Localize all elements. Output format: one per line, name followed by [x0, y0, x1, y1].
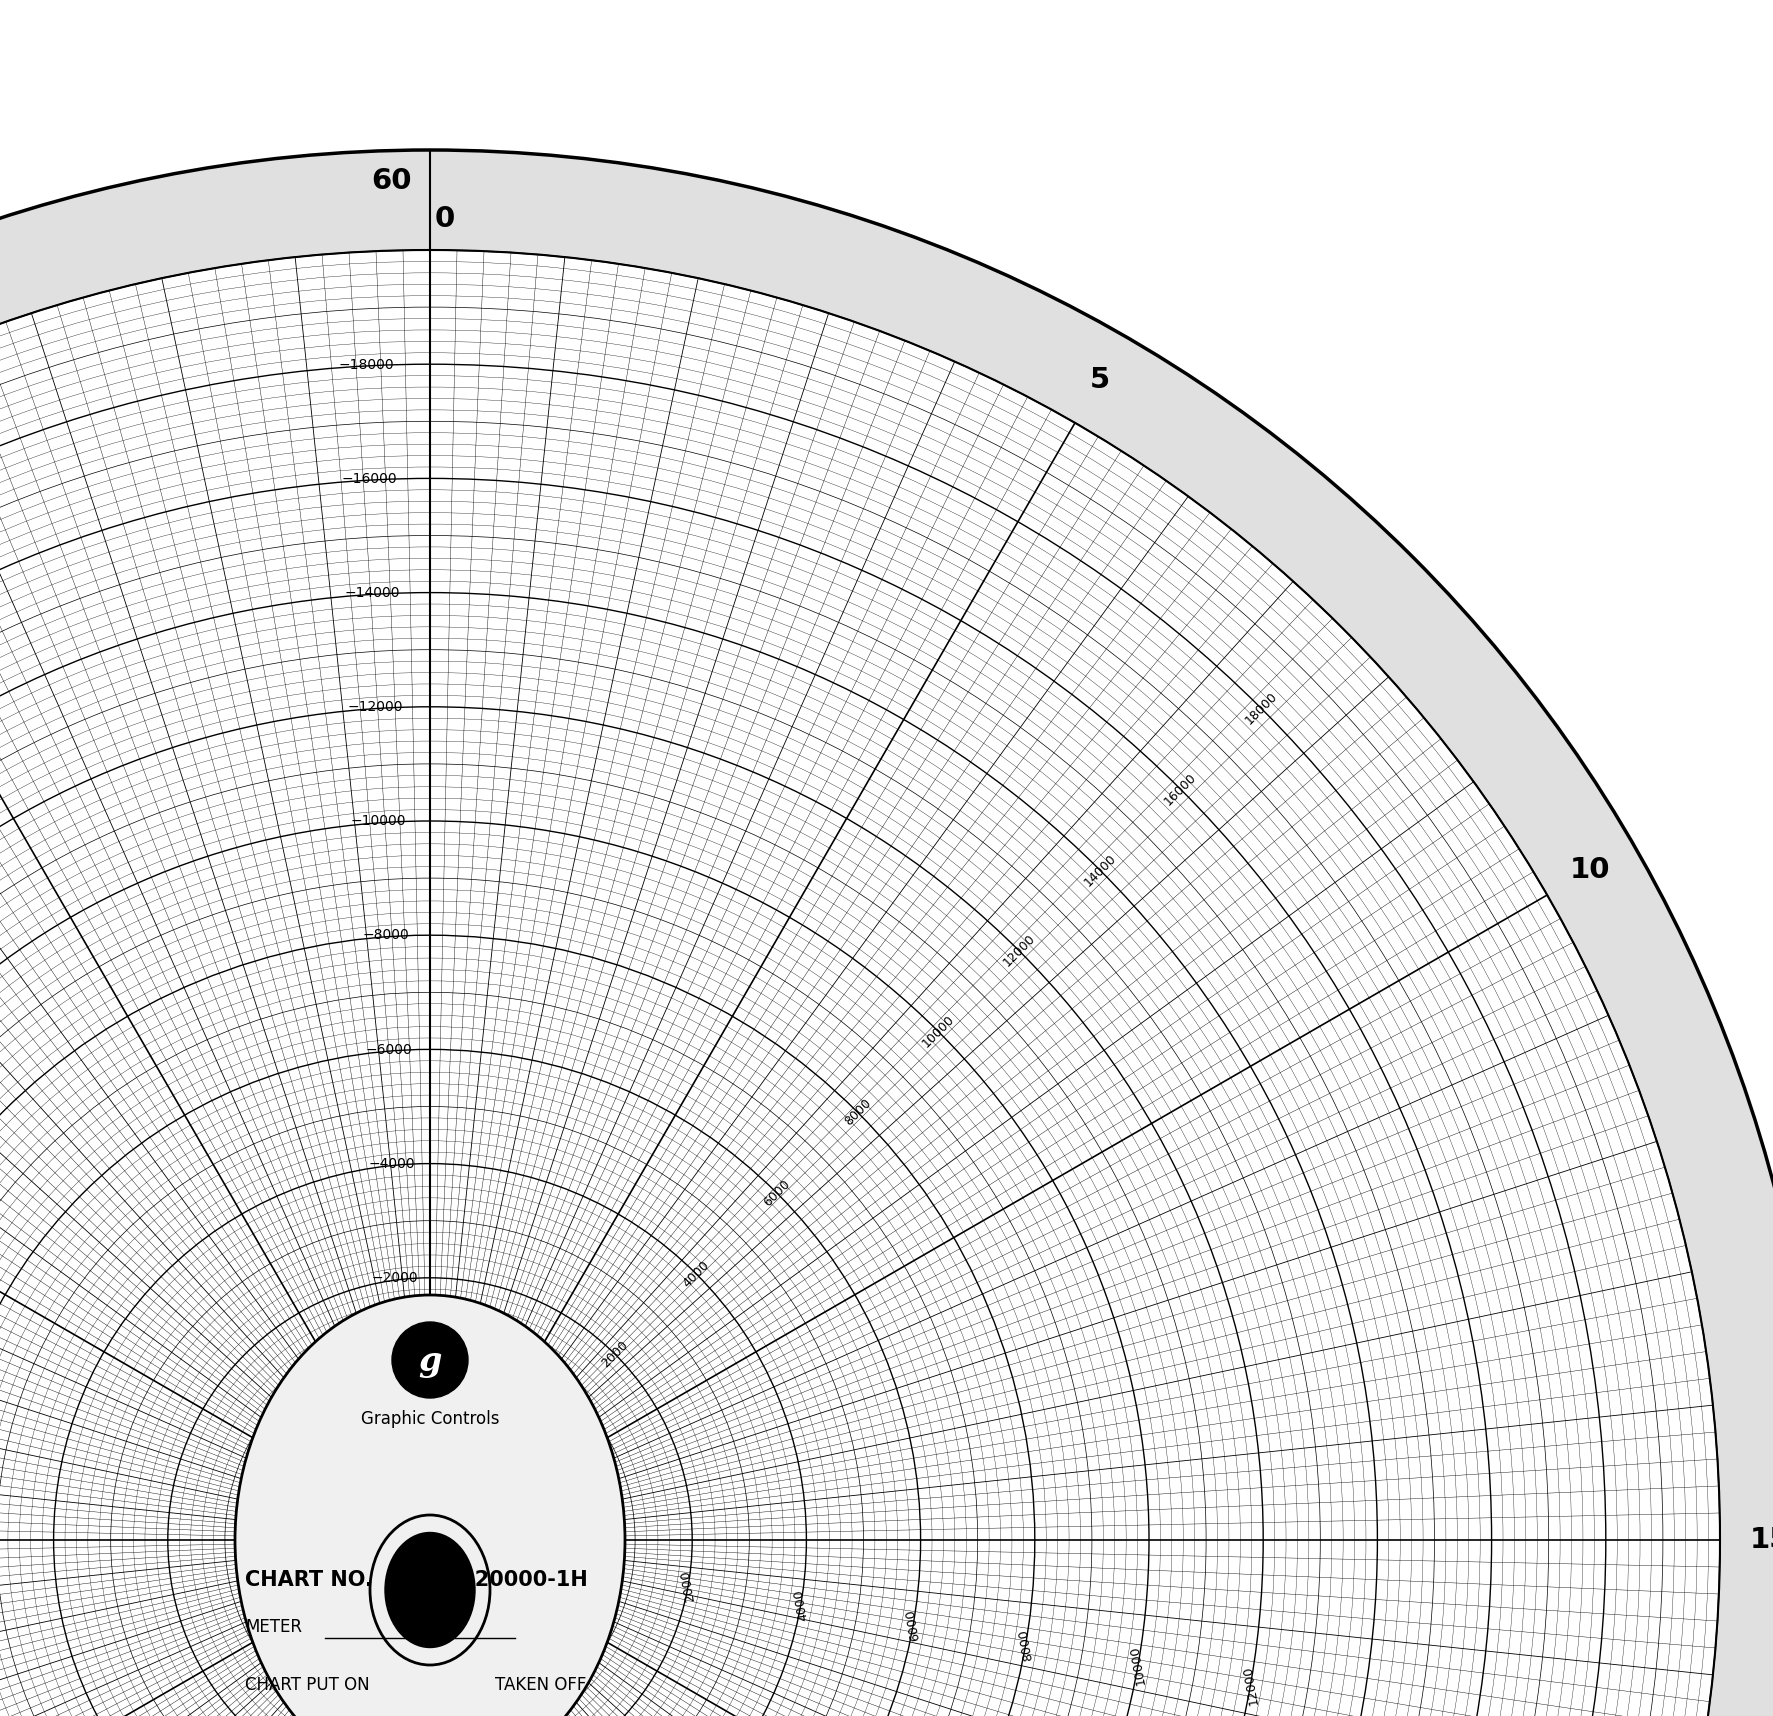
- Ellipse shape: [385, 1532, 475, 1647]
- Text: −6000: −6000: [365, 1043, 411, 1057]
- Text: CHART NO.  MC MP-20000-1H: CHART NO. MC MP-20000-1H: [245, 1570, 587, 1591]
- Text: 0: 0: [434, 204, 456, 233]
- Text: −18000: −18000: [339, 357, 394, 372]
- Text: 18000: 18000: [1243, 690, 1280, 728]
- Text: METER: METER: [245, 1618, 301, 1635]
- Text: 16000: 16000: [1161, 770, 1199, 808]
- Circle shape: [0, 149, 1773, 1716]
- Text: g: g: [418, 1345, 441, 1378]
- Text: −10000: −10000: [351, 815, 406, 829]
- Text: −16000: −16000: [342, 472, 397, 486]
- Text: 2000: 2000: [679, 1568, 697, 1603]
- Text: 10000: 10000: [918, 1012, 957, 1050]
- Text: 8000: 8000: [1016, 1628, 1034, 1661]
- Text: 4000: 4000: [791, 1589, 810, 1622]
- Text: 12000: 12000: [1239, 1665, 1259, 1706]
- Text: 60: 60: [371, 166, 411, 196]
- Text: −14000: −14000: [344, 585, 401, 601]
- Text: 6000: 6000: [904, 1608, 922, 1642]
- Text: 4000: 4000: [679, 1258, 711, 1290]
- Text: −12000: −12000: [348, 700, 402, 714]
- Text: 14000: 14000: [1082, 851, 1119, 889]
- Text: 12000: 12000: [1000, 932, 1037, 970]
- Text: TAKEN OFF: TAKEN OFF: [495, 1677, 587, 1694]
- Text: 6000: 6000: [761, 1177, 793, 1210]
- Circle shape: [392, 1321, 468, 1399]
- Text: CHART PUT ON: CHART PUT ON: [245, 1677, 369, 1694]
- Text: 10000: 10000: [1128, 1644, 1147, 1685]
- Text: −2000: −2000: [371, 1272, 418, 1285]
- Text: −8000: −8000: [362, 928, 410, 942]
- Circle shape: [0, 251, 1720, 1716]
- Ellipse shape: [234, 1296, 624, 1716]
- Text: 10: 10: [1569, 856, 1610, 884]
- Text: 15: 15: [1748, 1526, 1773, 1555]
- Text: Graphic Controls: Graphic Controls: [360, 1411, 498, 1428]
- Text: 8000: 8000: [840, 1097, 872, 1127]
- Text: −4000: −4000: [369, 1157, 415, 1170]
- Text: 2000: 2000: [599, 1338, 631, 1371]
- Text: 5: 5: [1089, 366, 1110, 393]
